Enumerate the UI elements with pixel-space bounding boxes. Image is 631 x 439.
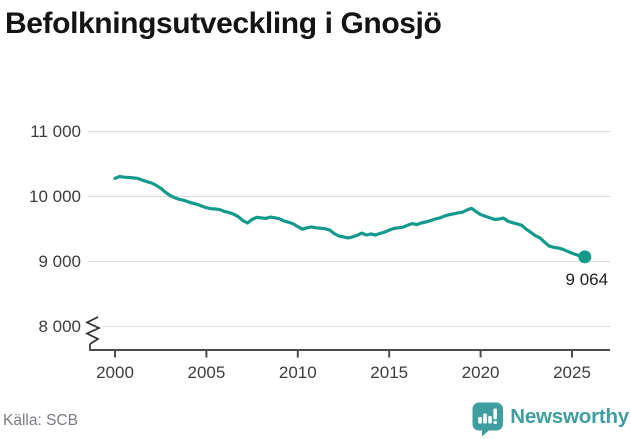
x-axis-tick-label: 2020 [462,363,500,382]
x-axis-ticks: 2000 2005 2010 2015 2020 2025 [96,350,591,382]
population-line [113,174,587,259]
y-axis-tick-label: 8 000 [38,317,81,336]
x-axis-tick-label: 2025 [553,363,591,382]
last-value-label: 9 064 [566,270,609,289]
y-axis-tick-label: 9 000 [38,252,81,271]
x-axis-tick-label: 2000 [96,363,134,382]
series-group [113,174,592,264]
source-caption: Källa: SCB [3,412,78,429]
x-axis-tick-label: 2015 [370,363,408,382]
gridlines [88,131,610,327]
page-title: Befolkningsutveckling i Gnosjö [5,7,442,40]
last-point-marker [578,250,592,264]
y-axis-labels: 11 000 10 000 9 000 8 000 [29,122,81,336]
newsworthy-logo: Newsworthy [471,401,629,437]
y-axis-break-icon [85,316,102,345]
y-axis-tick-label: 10 000 [29,187,81,206]
newsworthy-wordmark: Newsworthy [510,405,629,428]
newsworthy-bubble-chart-icon [472,402,504,437]
y-axis-tick-label: 11 000 [30,122,81,141]
x-axis-tick-label: 2005 [187,363,225,382]
x-axis-line [89,344,610,351]
x-axis-tick-label: 2010 [279,363,317,382]
